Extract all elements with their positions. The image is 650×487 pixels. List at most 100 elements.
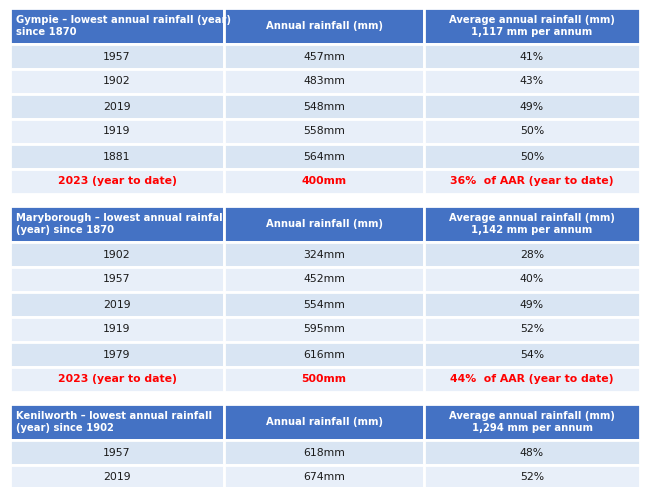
Text: 1919: 1919 <box>103 324 131 335</box>
Text: 48%: 48% <box>520 448 544 457</box>
Text: 50%: 50% <box>520 127 544 136</box>
Text: 400mm: 400mm <box>302 176 346 187</box>
Bar <box>10 342 224 367</box>
Bar <box>224 317 424 342</box>
Text: Average annual rainfall (mm)
1,294 mm per annum: Average annual rainfall (mm) 1,294 mm pe… <box>449 411 615 433</box>
Bar <box>10 440 224 465</box>
Bar <box>224 404 424 440</box>
Bar <box>424 292 640 317</box>
Bar <box>224 242 424 267</box>
Bar <box>10 119 224 144</box>
Text: Average annual rainfall (mm)
1,142 mm per annum: Average annual rainfall (mm) 1,142 mm pe… <box>449 213 615 235</box>
Text: 1957: 1957 <box>103 275 131 284</box>
Bar <box>224 440 424 465</box>
Bar <box>10 94 224 119</box>
Bar <box>224 342 424 367</box>
Text: 554mm: 554mm <box>303 300 345 310</box>
Bar <box>10 144 224 169</box>
Bar <box>224 292 424 317</box>
Text: 49%: 49% <box>520 101 544 112</box>
Text: 548mm: 548mm <box>303 101 345 112</box>
Text: 1979: 1979 <box>103 350 131 359</box>
Text: 43%: 43% <box>520 76 544 87</box>
Bar <box>424 440 640 465</box>
Text: 2023 (year to date): 2023 (year to date) <box>58 176 176 187</box>
Text: 2023 (year to date): 2023 (year to date) <box>58 375 176 385</box>
Bar <box>424 404 640 440</box>
Text: 49%: 49% <box>520 300 544 310</box>
Text: 54%: 54% <box>520 350 544 359</box>
Text: 564mm: 564mm <box>303 151 345 162</box>
Bar <box>224 119 424 144</box>
Text: Average annual rainfall (mm)
1,117 mm per annum: Average annual rainfall (mm) 1,117 mm pe… <box>449 15 615 37</box>
Text: 36%  of AAR (year to date): 36% of AAR (year to date) <box>450 176 614 187</box>
Bar <box>424 367 640 392</box>
Text: Gympie – lowest annual rainfall (year)
since 1870: Gympie – lowest annual rainfall (year) s… <box>16 15 231 37</box>
Text: 2019: 2019 <box>103 101 131 112</box>
Bar <box>10 465 224 487</box>
Bar <box>424 44 640 69</box>
Bar <box>224 69 424 94</box>
Bar <box>10 8 224 44</box>
Text: 457mm: 457mm <box>303 52 345 61</box>
Bar <box>224 94 424 119</box>
Text: 52%: 52% <box>520 472 544 483</box>
Bar <box>424 69 640 94</box>
Bar <box>10 44 224 69</box>
Text: 1902: 1902 <box>103 76 131 87</box>
Text: 558mm: 558mm <box>303 127 345 136</box>
Text: 1957: 1957 <box>103 52 131 61</box>
Text: 40%: 40% <box>520 275 544 284</box>
Bar <box>424 242 640 267</box>
Text: Kenilworth – lowest annual rainfall
(year) since 1902: Kenilworth – lowest annual rainfall (yea… <box>16 411 212 433</box>
Bar <box>424 119 640 144</box>
Text: 41%: 41% <box>520 52 544 61</box>
Bar <box>424 267 640 292</box>
Bar <box>424 317 640 342</box>
Text: 483mm: 483mm <box>303 76 345 87</box>
Text: Annual rainfall (mm): Annual rainfall (mm) <box>265 21 382 31</box>
Text: 44%  of AAR (year to date): 44% of AAR (year to date) <box>450 375 614 385</box>
Bar <box>10 169 224 194</box>
Bar <box>224 44 424 69</box>
Bar <box>424 8 640 44</box>
Text: 52%: 52% <box>520 324 544 335</box>
Text: 674mm: 674mm <box>303 472 345 483</box>
Bar <box>224 267 424 292</box>
Text: 595mm: 595mm <box>303 324 345 335</box>
Text: 500mm: 500mm <box>302 375 346 385</box>
Bar <box>224 367 424 392</box>
Text: Annual rainfall (mm): Annual rainfall (mm) <box>265 417 382 427</box>
Text: 324mm: 324mm <box>303 249 345 260</box>
Text: 1957: 1957 <box>103 448 131 457</box>
Text: 618mm: 618mm <box>303 448 345 457</box>
Text: 2019: 2019 <box>103 300 131 310</box>
Bar <box>10 69 224 94</box>
Text: Annual rainfall (mm): Annual rainfall (mm) <box>265 219 382 229</box>
Text: 1881: 1881 <box>103 151 131 162</box>
Bar <box>424 144 640 169</box>
Text: 50%: 50% <box>520 151 544 162</box>
Bar <box>10 206 224 242</box>
Bar <box>10 242 224 267</box>
Bar <box>424 169 640 194</box>
Bar <box>424 206 640 242</box>
Bar <box>224 8 424 44</box>
Text: 616mm: 616mm <box>303 350 345 359</box>
Bar <box>424 94 640 119</box>
Bar <box>224 465 424 487</box>
Bar <box>224 206 424 242</box>
Text: Maryborough – lowest annual rainfall
(year) since 1870: Maryborough – lowest annual rainfall (ye… <box>16 213 226 235</box>
Text: 1902: 1902 <box>103 249 131 260</box>
Bar <box>10 404 224 440</box>
Bar <box>224 169 424 194</box>
Bar <box>10 317 224 342</box>
Text: 28%: 28% <box>520 249 544 260</box>
Text: 452mm: 452mm <box>303 275 345 284</box>
Bar <box>10 367 224 392</box>
Bar <box>424 465 640 487</box>
Text: 1919: 1919 <box>103 127 131 136</box>
Bar <box>10 267 224 292</box>
Bar <box>424 342 640 367</box>
Bar <box>10 292 224 317</box>
